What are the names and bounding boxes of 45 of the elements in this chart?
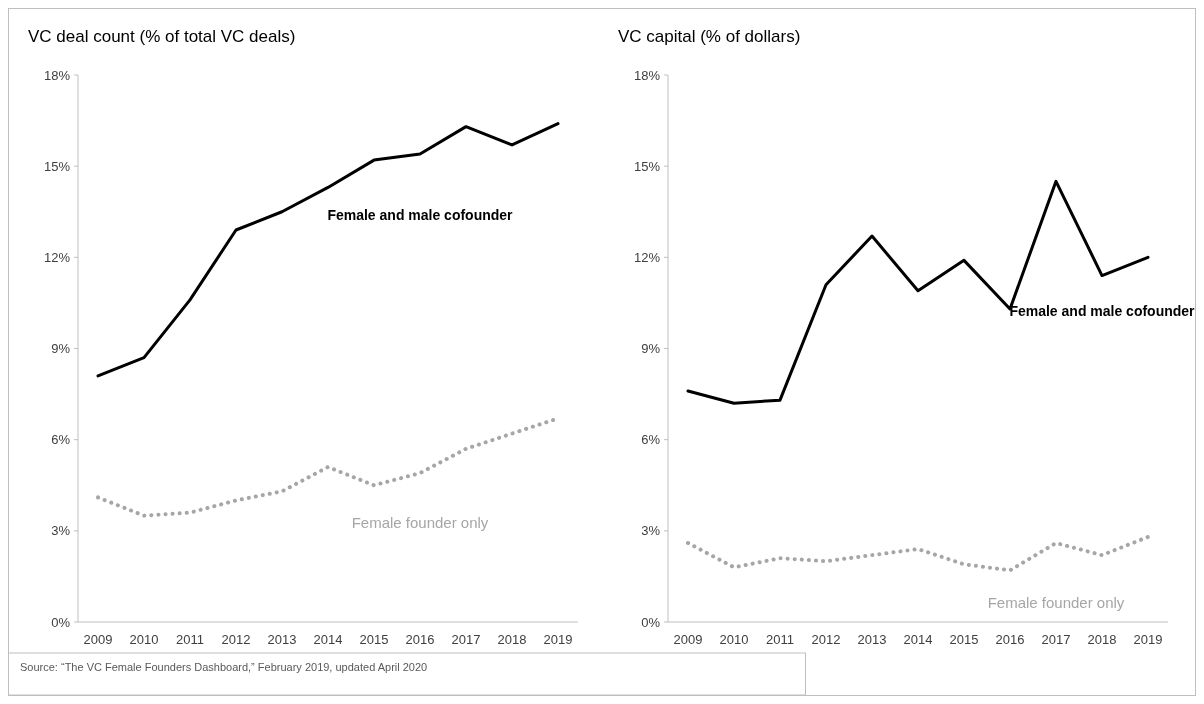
x-tick-label: 2010 [719, 632, 749, 647]
x-tick-label: 2015 [949, 632, 979, 647]
x-tick-label: 2009 [83, 632, 113, 647]
x-tick-label: 2013 [857, 632, 887, 647]
x-tick-label: 2016 [995, 632, 1025, 647]
series-label: Female and male cofounder [1009, 302, 1196, 319]
y-tick-label: 3% [51, 523, 71, 539]
chart-title: VC deal count (% of total VC deals) [28, 26, 296, 46]
x-tick-label: 2013 [267, 632, 297, 647]
chart-title: VC capital (% of dollars) [618, 26, 801, 46]
x-tick-label: 2011 [766, 632, 794, 647]
series-label: Female and male cofounder [327, 207, 514, 224]
series-label: Female founder only [987, 593, 1125, 611]
x-tick-label: 2010 [129, 632, 159, 647]
x-tick-label: 2014 [313, 632, 343, 647]
x-tick-label: 2009 [673, 632, 703, 647]
x-tick-label: 2014 [903, 632, 933, 647]
x-tick-label: 2012 [811, 632, 841, 647]
y-tick-label: 12% [633, 249, 661, 265]
y-tick-label: 15% [43, 158, 71, 174]
x-tick-label: 2015 [359, 632, 389, 647]
x-tick-label: 2017 [1041, 632, 1071, 647]
y-tick-label: 0% [51, 614, 71, 630]
x-tick-label: 2012 [221, 632, 251, 647]
y-tick-label: 18% [43, 67, 71, 83]
y-tick-label: 6% [641, 432, 661, 448]
y-tick-label: 3% [641, 523, 661, 539]
y-tick-label: 12% [43, 249, 71, 265]
x-tick-label: 2018 [497, 632, 527, 647]
line-series [686, 534, 1150, 573]
y-tick-label: 15% [633, 158, 661, 174]
y-tick-label: 0% [641, 614, 661, 630]
text: Female founder only [351, 514, 489, 532]
y-tick-label: 9% [51, 341, 71, 357]
x-tick-label: 2019 [1133, 632, 1163, 647]
x-tick-label: 2018 [1087, 632, 1117, 647]
y-tick-label: 18% [633, 67, 661, 83]
x-tick-label: 2019 [543, 632, 573, 647]
y-tick-label: 9% [641, 341, 661, 357]
x-tick-label: 2016 [405, 632, 435, 647]
y-tick-label: 6% [51, 432, 71, 448]
source-note: Source: “The VC Female Founders Dashboard,” February 2019, updated April 2020 [20, 661, 428, 673]
x-tick-label: 2017 [451, 632, 481, 647]
line-series [96, 122, 560, 378]
x-tick-label: 2011 [176, 632, 204, 647]
